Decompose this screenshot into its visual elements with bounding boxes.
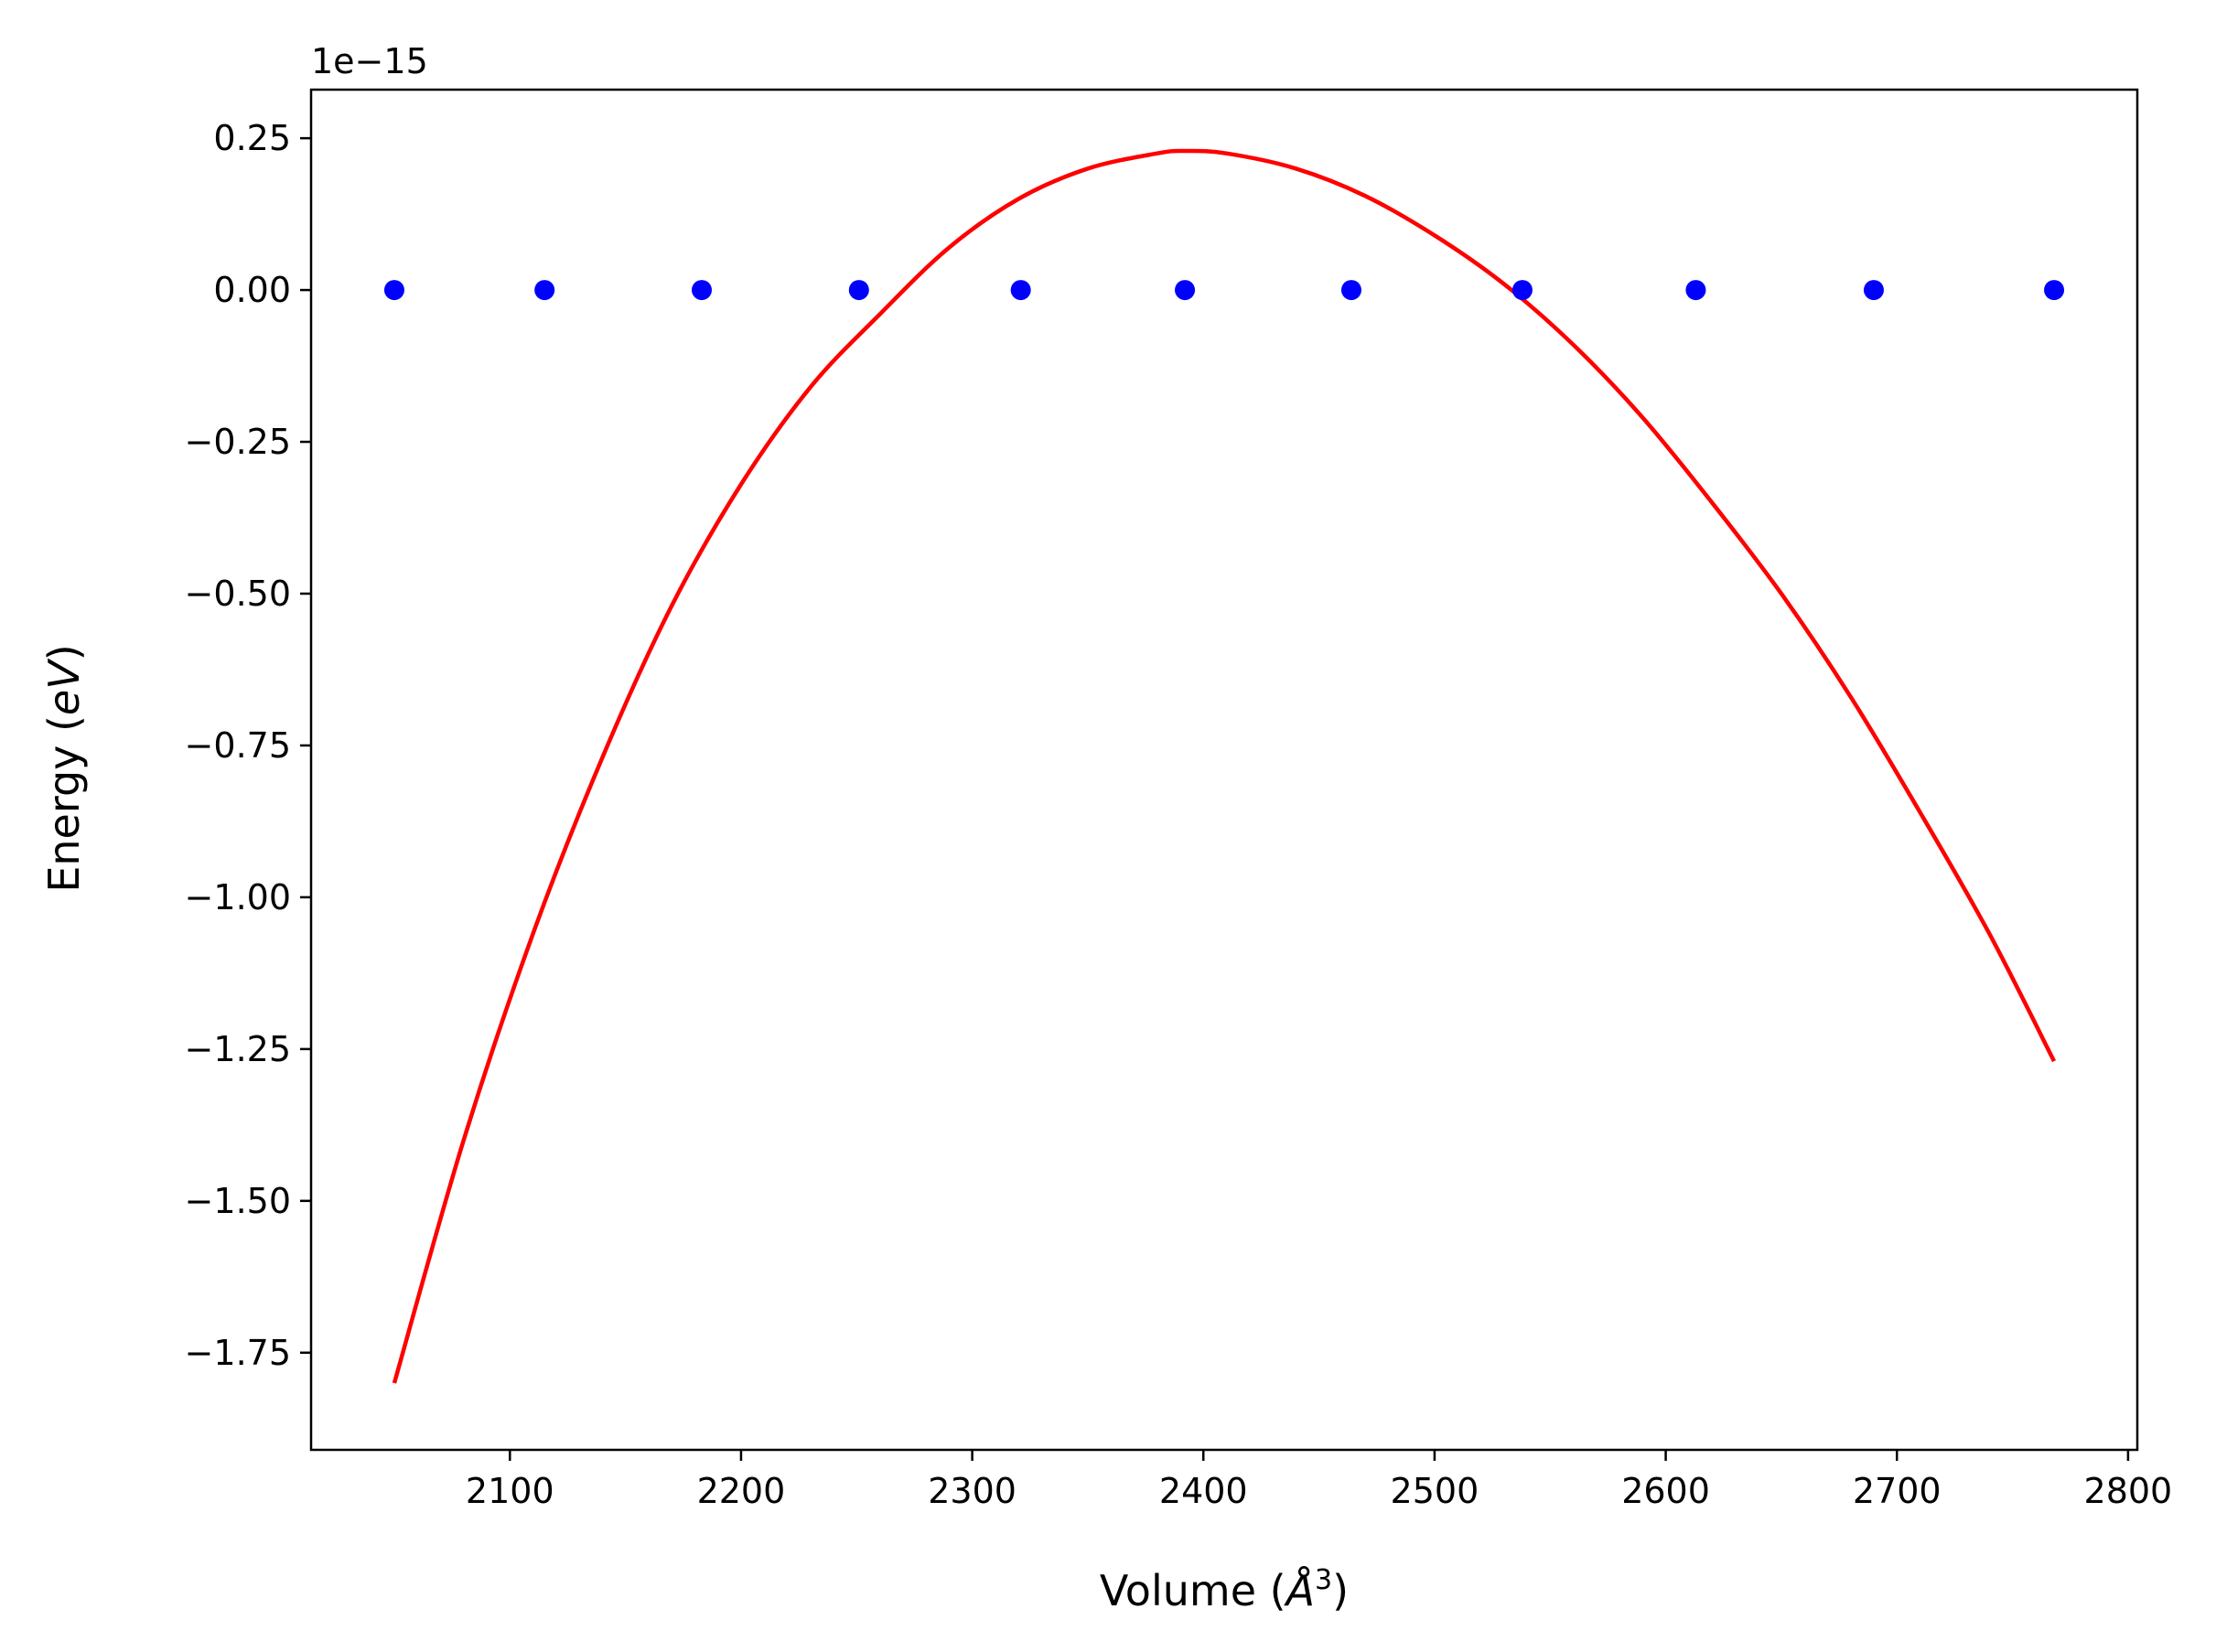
data-point [848, 280, 869, 301]
y-tick-label: −1.75 [185, 1333, 291, 1373]
y-tick-label: −0.50 [185, 574, 291, 614]
y-axis-label: Energy (eV) [39, 644, 89, 892]
x-tick-label: 2200 [697, 1471, 786, 1511]
fit-curve-layer [392, 148, 2057, 1384]
x-tick-label: 2800 [2084, 1471, 2173, 1511]
y-tick-label: −1.25 [185, 1029, 291, 1069]
plot-frame [309, 88, 2139, 1452]
y-tick-label: −1.00 [185, 877, 291, 917]
data-point [691, 280, 712, 301]
y-offset-label: 1e−15 [311, 41, 428, 81]
data-points-layer [383, 280, 2065, 301]
y-tick-label: −0.75 [185, 725, 291, 766]
y-tick-label: 0.00 [213, 270, 291, 310]
y-axis-ticks: 0.25 0.00 −0.25 −0.50 −0.75 −1.00 −1.25 −1.50 −1… [185, 118, 311, 1373]
y-tick-label: 0.25 [213, 118, 291, 158]
y-axis-label-unit: eV [39, 658, 89, 715]
x-axis-label-unit: Å [1284, 1566, 1315, 1615]
x-tick-label: 2300 [928, 1471, 1017, 1511]
data-point [383, 280, 404, 301]
data-point [1340, 280, 1361, 301]
x-tick-label: 2700 [1853, 1471, 1942, 1511]
x-tick-label: 2100 [466, 1471, 554, 1511]
y-axis-label-text: Energy [39, 746, 89, 893]
x-axis-label-exp: 3 [1315, 1564, 1332, 1596]
y-tick-label: −1.50 [185, 1181, 291, 1221]
data-point [534, 280, 555, 301]
x-axis-label-text: Volume [1100, 1566, 1256, 1615]
plot-area [311, 90, 2137, 1450]
x-tick-label: 2600 [1621, 1471, 1710, 1511]
x-axis-label: Volume (Å3) [1100, 1564, 1349, 1615]
y-tick-label: −0.25 [185, 422, 291, 462]
x-tick-label: 2400 [1159, 1471, 1248, 1511]
data-point [2044, 280, 2065, 301]
data-point [1511, 280, 1533, 301]
fit-curve-line [392, 148, 2057, 1384]
data-point [1010, 280, 1031, 301]
data-point [1175, 280, 1196, 301]
data-point [1685, 280, 1706, 301]
data-point [1863, 280, 1884, 301]
x-tick-label: 2500 [1391, 1471, 1479, 1511]
x-axis-ticks: 2100 2200 2300 2400 2500 2600 2700 2800 [466, 1450, 2172, 1511]
